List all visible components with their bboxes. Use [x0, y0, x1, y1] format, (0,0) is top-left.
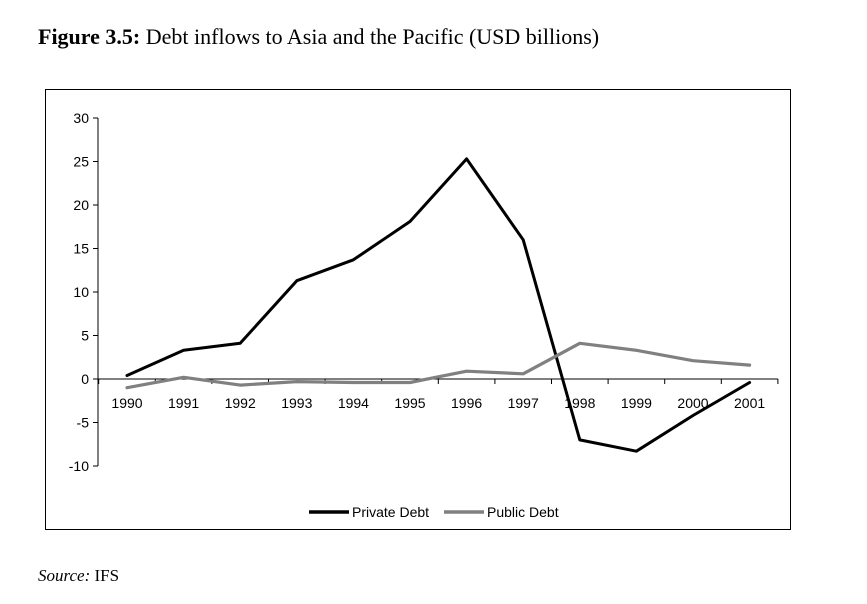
x-tick-label: 1991 — [168, 395, 199, 411]
x-tick-label: 1993 — [281, 395, 312, 411]
figure-title-text: Debt inflows to Asia and the Pacific (US… — [145, 24, 600, 49]
series-line-public-debt — [125, 341, 752, 390]
x-tick-label: 1992 — [225, 395, 256, 411]
x-tick-label: 1990 — [111, 395, 142, 411]
y-tick-label: 15 — [73, 241, 89, 257]
x-tick-label: 1995 — [394, 395, 425, 411]
x-tick-label: 1996 — [451, 395, 482, 411]
y-tick-label: -10 — [69, 458, 89, 474]
x-tick-label: 2000 — [677, 395, 708, 411]
y-tick-label: 25 — [73, 154, 89, 170]
x-tick-label: 2001 — [734, 395, 765, 411]
y-tick-label: 5 — [81, 328, 89, 344]
y-tick-label: 0 — [81, 371, 89, 387]
y-tick-label: 30 — [73, 110, 89, 126]
figure-label: Figure 3.5: — [38, 24, 141, 49]
x-tick-label: 1997 — [508, 395, 539, 411]
chart-frame — [45, 89, 791, 530]
x-tick-label: 1998 — [564, 395, 595, 411]
source-value: IFS — [94, 566, 120, 585]
x-tick-label: 1999 — [621, 395, 652, 411]
source-label: Source: — [38, 566, 91, 585]
source-note: Source: IFS — [38, 566, 119, 586]
x-tick-label: 1994 — [338, 395, 369, 411]
y-tick-label: 20 — [73, 197, 89, 213]
y-tick-label: 10 — [73, 284, 89, 300]
series-line-private-debt — [125, 157, 752, 453]
legend-label: Private Debt — [352, 504, 429, 520]
legend-label: Public Debt — [487, 504, 559, 520]
figure-title: Figure 3.5: Debt inflows to Asia and the… — [38, 24, 599, 50]
y-tick-label: -5 — [77, 415, 90, 431]
